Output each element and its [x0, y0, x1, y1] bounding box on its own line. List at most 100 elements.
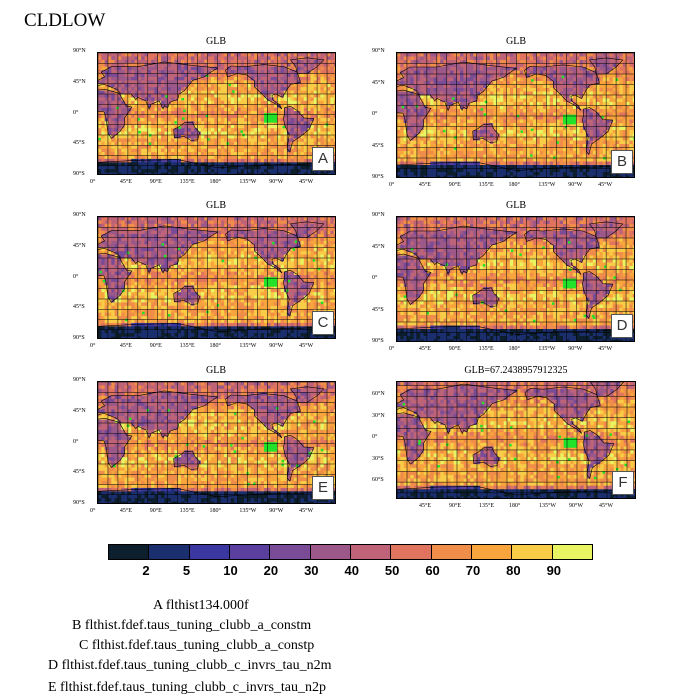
- field-cell: [513, 98, 518, 103]
- field-cell: [443, 74, 448, 79]
- field-cell: [516, 60, 521, 65]
- field-cell: [141, 70, 146, 75]
- field-cell: [612, 74, 617, 79]
- field-cell: [307, 124, 312, 129]
- field-cell: [224, 56, 229, 61]
- field-cell: [546, 130, 551, 135]
- field-cell: [267, 97, 272, 102]
- field-cell: [204, 138, 209, 143]
- field-cell: [147, 83, 152, 88]
- field-cell: [134, 121, 139, 126]
- field-cell: [111, 138, 116, 143]
- field-cell: [237, 138, 242, 143]
- field-cell: [496, 102, 501, 107]
- field-cell: [190, 90, 195, 95]
- field-cell: [463, 130, 468, 135]
- field-cell: [320, 80, 325, 85]
- field-cell: [234, 111, 239, 116]
- field-cell: [553, 116, 557, 121]
- field-cell: [124, 111, 129, 116]
- field-cell: [420, 74, 425, 79]
- field-cell: [410, 116, 415, 121]
- field-cell: [413, 158, 418, 163]
- field-cell: [297, 59, 302, 64]
- field-cell: [596, 126, 601, 131]
- field-cell: [98, 80, 102, 85]
- field-cell: [317, 53, 321, 58]
- field-cell: [98, 145, 102, 150]
- field-cell: [161, 83, 165, 88]
- field-cell: [453, 67, 458, 72]
- field-cell: [283, 70, 288, 75]
- field-cell: [101, 66, 106, 71]
- field-cell: [147, 148, 152, 153]
- field-cell: [556, 88, 561, 93]
- field-cell: [204, 128, 209, 133]
- field-cell: [327, 100, 331, 105]
- field-cell: [171, 158, 175, 163]
- field-cell: [124, 59, 129, 64]
- field-cell: [559, 56, 564, 61]
- field-cell: [556, 112, 561, 117]
- field-cell: [244, 87, 248, 92]
- field-cell: [556, 109, 561, 114]
- field-cell: [101, 70, 106, 75]
- field-cell: [450, 112, 455, 117]
- field-cell: [224, 94, 229, 99]
- field-cell: [486, 67, 491, 72]
- field-cell: [174, 66, 179, 71]
- field-cell: [111, 117, 116, 122]
- field-cell: [287, 90, 292, 95]
- field-cell: [307, 90, 312, 95]
- field-cell: [317, 56, 321, 61]
- field-cell: [227, 76, 232, 81]
- field-cell: [237, 124, 242, 129]
- field-cell: [303, 76, 308, 81]
- field-cell: [529, 126, 534, 131]
- field-cell: [283, 97, 288, 102]
- field-cell: [141, 111, 146, 116]
- field-cell: [609, 98, 614, 103]
- field-cell: [303, 107, 308, 112]
- field-cell: [187, 172, 192, 174]
- field-cell: [529, 63, 534, 68]
- field-cell: [397, 147, 401, 152]
- field-cell: [413, 140, 418, 145]
- field-cell: [479, 154, 484, 159]
- field-cell: [117, 172, 122, 174]
- field-cell: [174, 152, 179, 157]
- field-cell: [486, 133, 491, 138]
- field-cell: [303, 63, 308, 68]
- field-cell: [622, 98, 627, 103]
- field-cell: [287, 63, 292, 68]
- field-cell: [117, 135, 122, 140]
- field-cell: [200, 148, 205, 153]
- field-cell: [499, 151, 504, 156]
- field-cell: [283, 87, 288, 92]
- field-cell: [260, 114, 265, 119]
- field-cell: [300, 117, 305, 122]
- field-cell: [234, 87, 239, 92]
- field-cell: [616, 133, 620, 138]
- field-cell: [476, 109, 481, 114]
- field-cell: [473, 105, 478, 110]
- field-cell: [157, 141, 162, 146]
- field-cell: [333, 117, 335, 122]
- field-cell: [161, 152, 165, 157]
- field-cell: [483, 119, 488, 124]
- field-cell: [496, 116, 501, 121]
- field-cell: [436, 109, 441, 114]
- field-cell: [104, 56, 109, 61]
- field-cell: [592, 158, 597, 163]
- field-cell: [124, 148, 129, 153]
- field-cell: [566, 60, 571, 65]
- field-cell: [234, 114, 239, 119]
- field-cell: [426, 112, 431, 117]
- field-cell: [436, 91, 441, 96]
- field-cell: [101, 131, 106, 136]
- field-cell: [204, 80, 209, 85]
- field-cell: [187, 141, 192, 146]
- field-cell: [622, 67, 627, 72]
- field-cell: [523, 147, 528, 152]
- field-cell: [124, 114, 129, 119]
